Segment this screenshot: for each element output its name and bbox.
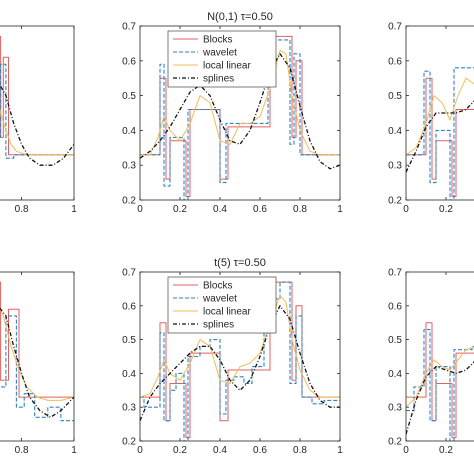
series-line-0 bbox=[406, 322, 474, 439]
y-tick-label: 0.7 bbox=[388, 268, 402, 279]
y-tick-label: 0.5 bbox=[122, 91, 136, 102]
x-tick-label: 0.8 bbox=[293, 204, 307, 215]
x-tick-label: 0.8 bbox=[15, 445, 29, 456]
series-group bbox=[0, 35, 74, 166]
x-tick-label: 0.2 bbox=[173, 445, 187, 456]
x-tick-label: 0.8 bbox=[293, 445, 307, 456]
series-line-splines bbox=[140, 53, 340, 170]
y-tick-label: 0.2 bbox=[122, 196, 136, 207]
series-line-1 bbox=[406, 67, 474, 200]
plot-background bbox=[406, 26, 474, 200]
y-tick-label: 0.5 bbox=[388, 91, 402, 102]
series-line-2 bbox=[0, 306, 74, 401]
axes-frame bbox=[0, 271, 75, 442]
series-line-wavelet bbox=[140, 39, 340, 200]
plot-background bbox=[406, 272, 474, 441]
legend-entry: Blocks bbox=[203, 35, 232, 46]
y-tick-label: 0.2 bbox=[122, 437, 136, 448]
y-tick-label: 0.7 bbox=[122, 268, 136, 279]
x-tick-label: 0 bbox=[403, 204, 409, 215]
x-tick-label: 0.8 bbox=[15, 204, 29, 215]
y-tick-label: 0.3 bbox=[388, 161, 402, 172]
y-tick-label: 0.5 bbox=[388, 335, 402, 346]
x-tick-label: 0.4 bbox=[213, 445, 227, 456]
chart-title: N(0,1) τ=0.50 bbox=[207, 11, 273, 23]
legend-entry: splines bbox=[203, 320, 234, 331]
legend-box bbox=[167, 276, 277, 334]
axes-frame bbox=[405, 25, 474, 201]
chart-title: t(5) τ=0.50 bbox=[214, 257, 266, 269]
y-tick-label: 0.5 bbox=[122, 335, 136, 346]
series-group bbox=[406, 67, 474, 200]
series-line-wavelet bbox=[140, 281, 340, 441]
axes-frame bbox=[0, 25, 75, 201]
subplot-0-1: 0 0.2 0.4 0.6 0.8 10.20.30.40.50.60.7N(0,1) τ… bbox=[122, 11, 343, 215]
x-tick-label: 0 bbox=[137, 445, 143, 456]
x-tick-label: 0 bbox=[137, 204, 143, 215]
series-line-3 bbox=[406, 100, 474, 173]
series-line-2 bbox=[406, 346, 474, 408]
series-line-0 bbox=[0, 281, 74, 398]
legend-entry: Blocks bbox=[203, 281, 232, 292]
legend-entry: local linear bbox=[203, 307, 251, 318]
series-line-2 bbox=[0, 107, 74, 156]
series-group bbox=[406, 322, 474, 441]
y-tick-label: 0.3 bbox=[122, 161, 136, 172]
plot-background bbox=[0, 26, 74, 200]
y-tick-label: 0.4 bbox=[122, 369, 136, 380]
x-tick-label: 0.6 bbox=[253, 445, 267, 456]
series-line-3 bbox=[0, 307, 74, 418]
series-group bbox=[140, 35, 340, 200]
x-tick-label: 1 bbox=[337, 204, 343, 215]
subplot-0-0: 0.60.815 bbox=[0, 25, 77, 215]
y-tick-label: 0.4 bbox=[388, 126, 402, 137]
x-tick-label: 1 bbox=[71, 445, 77, 456]
y-tick-label: 0.7 bbox=[388, 22, 402, 33]
legend: Blocks wavelet local linear splines bbox=[167, 276, 277, 334]
axes-frame bbox=[139, 271, 341, 442]
legend-entry: wavelet bbox=[202, 48, 237, 59]
x-tick-label: 0.4 bbox=[213, 204, 227, 215]
series-line-3 bbox=[0, 83, 74, 166]
y-tick-label: 0.3 bbox=[122, 403, 136, 414]
series-line-local-linear bbox=[140, 295, 340, 398]
x-tick-label: 0.2 bbox=[439, 445, 453, 456]
series-group bbox=[140, 281, 340, 441]
series-line-2 bbox=[406, 77, 474, 156]
x-tick-label: 1 bbox=[71, 204, 77, 215]
subplot-0-2: 00.20.40.20.30.40.50.60.7Blspl bbox=[388, 22, 474, 215]
legend-entry: wavelet bbox=[202, 294, 237, 305]
series-line-3 bbox=[406, 360, 474, 435]
y-tick-label: 0.6 bbox=[388, 56, 402, 67]
x-tick-label: 0.6 bbox=[253, 204, 267, 215]
x-tick-label: 0.2 bbox=[439, 204, 453, 215]
y-tick-label: 0.4 bbox=[122, 126, 136, 137]
series-line-local-linear bbox=[140, 49, 340, 156]
legend-entry: local linear bbox=[203, 61, 251, 72]
subplot-1-1: 0 0.2 0.4 0.6 0.8 10.20.30.40.50.60.7t(5) τ=0… bbox=[122, 257, 343, 456]
subplot-1-2: 00.20.40.20.30.40.50.60.7 bbox=[388, 268, 474, 456]
x-tick-label: 0 bbox=[403, 445, 409, 456]
y-tick-label: 0.6 bbox=[388, 301, 402, 312]
series-line-1 bbox=[0, 63, 74, 159]
legend-entry: splines bbox=[203, 74, 234, 85]
series-line-1 bbox=[0, 315, 74, 422]
y-tick-label: 0.4 bbox=[388, 369, 402, 380]
y-tick-label: 0.2 bbox=[388, 196, 402, 207]
subplot-1-0: 0.60.81 bbox=[0, 271, 77, 456]
y-tick-label: 0.7 bbox=[122, 22, 136, 33]
y-tick-label: 0.6 bbox=[122, 56, 136, 67]
axes-frame bbox=[139, 25, 341, 201]
legend: Blocks wavelet local linear splines bbox=[167, 30, 277, 88]
x-tick-label: 0.2 bbox=[173, 204, 187, 215]
plot-background bbox=[0, 272, 74, 441]
series-line-0 bbox=[406, 77, 474, 197]
y-tick-label: 0.6 bbox=[122, 301, 136, 312]
x-tick-label: 1 bbox=[337, 445, 343, 456]
y-tick-label: 0.3 bbox=[388, 403, 402, 414]
axes-frame bbox=[405, 271, 474, 442]
y-tick-label: 0.2 bbox=[388, 437, 402, 448]
series-group bbox=[0, 281, 74, 422]
